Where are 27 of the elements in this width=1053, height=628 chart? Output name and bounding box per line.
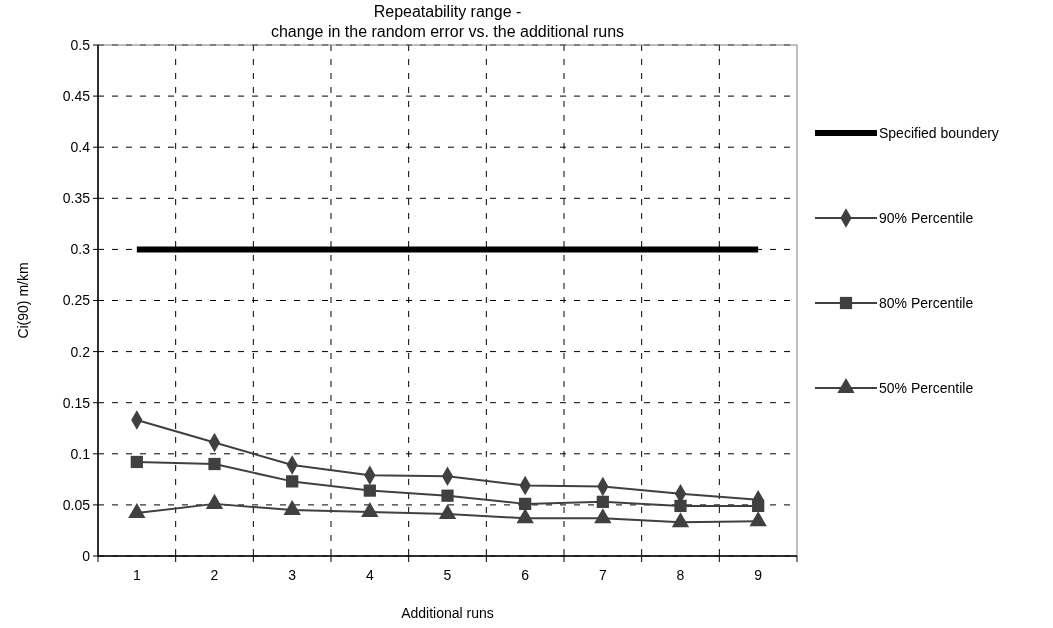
y-tick-label: 0.25: [62, 292, 91, 309]
x-tick-label: 5: [443, 567, 452, 583]
y-axis-title: Ci(90) m/km: [15, 262, 31, 339]
y-tick-label: 0: [82, 547, 91, 564]
x-axis-title: Additional runs: [401, 605, 494, 621]
y-tick-label: 0.05: [62, 496, 91, 513]
legend-label: 50% Percentile: [879, 379, 974, 396]
y-tick-label: 0.3: [70, 241, 91, 258]
y-tick-label: 0.2: [70, 343, 91, 360]
x-tick-label: 6: [521, 567, 530, 583]
legend-label: 80% Percentile: [879, 294, 974, 311]
x-tick-label: 1: [132, 567, 141, 583]
y-tick-label: 0.35: [62, 190, 91, 207]
y-tick-label: 0.4: [70, 139, 91, 156]
chart-title: Repeatability range - change in the random error vs. the additional runs: [270, 3, 625, 40]
y-tick-label: 0.5: [70, 36, 91, 53]
legend-label: 90% Percentile: [879, 209, 974, 226]
x-tick-label: 7: [598, 567, 607, 583]
x-tick-label: 8: [676, 567, 685, 583]
legend-label: Specified boundery: [879, 124, 999, 141]
x-tick-label: 2: [210, 567, 219, 583]
x-tick-label: 9: [754, 567, 763, 583]
x-tick-label: 4: [365, 567, 374, 583]
y-tick-label: 0.45: [62, 88, 91, 104]
x-tick-label: 3: [288, 567, 297, 583]
y-tick-label: 0.15: [62, 394, 91, 411]
y-tick-label: 0.1: [70, 445, 91, 462]
